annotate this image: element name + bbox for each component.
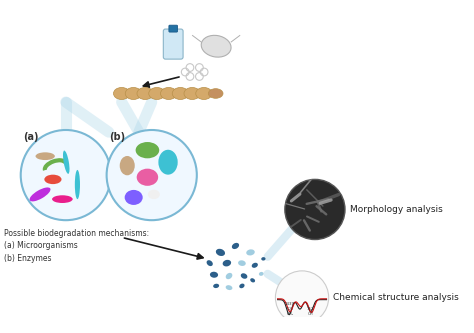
Ellipse shape xyxy=(259,272,264,276)
Text: Possible biodegradation mechanisms:
(a) Microorganisms
(b) Enzymes: Possible biodegradation mechanisms: (a) … xyxy=(3,229,149,263)
Text: (b): (b) xyxy=(109,132,125,142)
Ellipse shape xyxy=(136,142,159,158)
Ellipse shape xyxy=(149,88,165,100)
Ellipse shape xyxy=(213,284,219,288)
Ellipse shape xyxy=(63,151,70,174)
Ellipse shape xyxy=(250,278,255,282)
Ellipse shape xyxy=(113,88,130,100)
Text: Morphology analysis: Morphology analysis xyxy=(350,205,443,214)
Ellipse shape xyxy=(238,260,246,266)
Ellipse shape xyxy=(161,88,177,100)
Circle shape xyxy=(21,130,111,220)
Ellipse shape xyxy=(158,150,178,175)
Ellipse shape xyxy=(226,273,232,279)
FancyBboxPatch shape xyxy=(164,29,183,59)
Ellipse shape xyxy=(216,249,225,256)
Text: (a): (a) xyxy=(23,132,38,142)
Ellipse shape xyxy=(120,156,135,175)
Ellipse shape xyxy=(125,88,142,100)
Ellipse shape xyxy=(75,170,80,199)
Ellipse shape xyxy=(261,257,265,260)
Ellipse shape xyxy=(184,88,201,100)
FancyBboxPatch shape xyxy=(169,25,177,32)
Ellipse shape xyxy=(210,272,218,278)
Text: Chemical structure analysis: Chemical structure analysis xyxy=(333,293,459,302)
Ellipse shape xyxy=(241,273,247,279)
Ellipse shape xyxy=(52,195,73,203)
Ellipse shape xyxy=(207,260,213,266)
Ellipse shape xyxy=(45,175,62,184)
Text: 1439
C-C
CH₂: 1439 C-C CH₂ xyxy=(285,302,295,316)
Circle shape xyxy=(285,179,345,239)
Ellipse shape xyxy=(172,88,189,100)
Ellipse shape xyxy=(137,168,158,186)
Ellipse shape xyxy=(148,190,160,199)
Circle shape xyxy=(107,130,197,220)
Ellipse shape xyxy=(137,88,153,100)
Ellipse shape xyxy=(29,187,51,201)
Ellipse shape xyxy=(196,88,212,100)
Ellipse shape xyxy=(226,285,232,290)
Ellipse shape xyxy=(125,190,143,205)
Ellipse shape xyxy=(36,152,55,160)
Ellipse shape xyxy=(239,284,245,288)
Ellipse shape xyxy=(246,249,255,255)
Circle shape xyxy=(275,271,328,324)
Ellipse shape xyxy=(223,260,231,266)
Ellipse shape xyxy=(201,35,231,57)
Ellipse shape xyxy=(232,243,239,249)
Ellipse shape xyxy=(208,89,223,98)
Ellipse shape xyxy=(252,263,258,268)
Text: 752
CH: 752 CH xyxy=(307,307,314,316)
